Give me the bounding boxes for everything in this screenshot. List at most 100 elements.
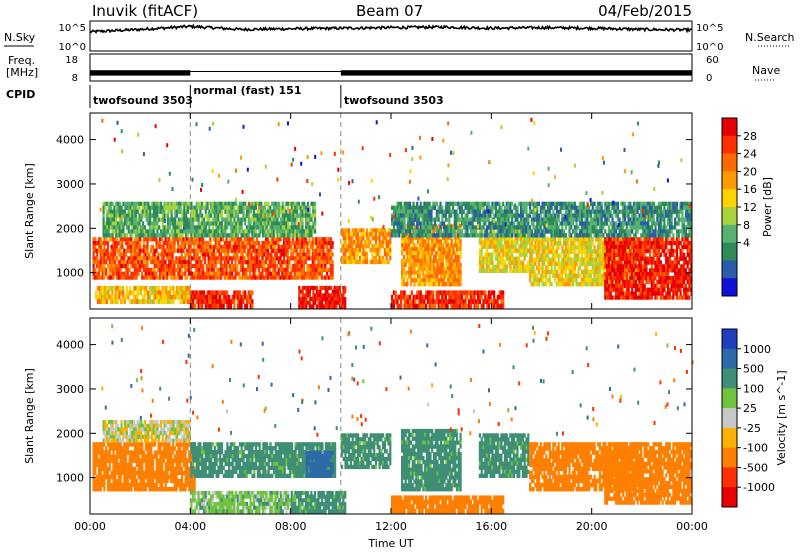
- power-cell-7: [435, 299, 438, 304]
- power-cell-1: [107, 209, 111, 214]
- power-cell-7: [443, 294, 446, 300]
- power-cell-8: [507, 252, 510, 257]
- power-cell-10: [649, 276, 652, 281]
- power-cell-10: [613, 241, 616, 246]
- power-cell-0: [239, 237, 243, 242]
- power-cell-9: [557, 265, 560, 271]
- power-cell-1: [276, 233, 279, 238]
- power-cell-6: [404, 235, 407, 240]
- power-cell-1: [170, 233, 173, 238]
- power-cell-0: [266, 248, 269, 253]
- power-cell-10: [620, 272, 623, 277]
- power-cell-9: [580, 245, 584, 250]
- power-cell-6: [427, 278, 430, 283]
- power-cell-1: [226, 213, 229, 218]
- power-cell-0: [225, 275, 228, 280]
- power-cell-10: [650, 272, 653, 277]
- power-cell-8: [503, 240, 507, 245]
- power-cell-9: [575, 257, 578, 262]
- power-cell-1: [306, 201, 309, 206]
- power-cell-9: [530, 241, 533, 246]
- power-cell-0: [265, 248, 268, 253]
- power-cell-3: [201, 290, 204, 296]
- power-cell-1: [195, 229, 198, 234]
- power-cell-9: [534, 241, 537, 246]
- power-cell-0: [99, 248, 102, 253]
- power-cell-5: [364, 251, 367, 257]
- power-cell-1: [145, 229, 148, 234]
- power-cell-1: [242, 201, 245, 206]
- power-cell-7: [477, 294, 480, 300]
- power-cell-1: [154, 225, 157, 230]
- power-cell-1: [197, 217, 200, 222]
- power-cell-0: [266, 275, 269, 280]
- power-cell-8: [518, 248, 521, 253]
- power-cell-0: [229, 271, 232, 276]
- power-cell-0: [94, 237, 97, 242]
- power-cell-9: [602, 281, 605, 287]
- power-cell-1: [233, 233, 236, 238]
- power-cell-10: [606, 260, 609, 265]
- power-cell-0: [189, 260, 192, 265]
- power-cell-7: [417, 290, 421, 296]
- power-cell-1: [299, 225, 302, 230]
- power-cell-10: [640, 272, 643, 277]
- power-cell-2: [134, 294, 137, 300]
- power-cell-2: [168, 290, 171, 296]
- power-cell-1: [235, 229, 238, 234]
- power-cell-2: [186, 285, 189, 291]
- power-cell-0: [151, 256, 154, 261]
- power-cell-0: [96, 248, 99, 253]
- power-cell-10: [632, 264, 636, 269]
- power-cell-0: [322, 248, 325, 253]
- power-cell-1: [235, 201, 238, 206]
- power-cell-0: [286, 241, 289, 246]
- power-cell-0: [207, 267, 210, 272]
- power-cell-10: [654, 276, 657, 281]
- power-cell-10: [654, 237, 657, 242]
- power-cell-7: [398, 303, 401, 309]
- power-cell-9: [543, 241, 546, 246]
- power-cell-3: [204, 303, 207, 309]
- power-cell-10: [649, 287, 652, 292]
- power-cell-9: [600, 241, 603, 246]
- power-cell-0: [141, 271, 144, 276]
- power-cell-1: [220, 233, 223, 238]
- power-cell-0: [216, 271, 219, 276]
- power-cell-0: [160, 275, 163, 280]
- power-cell-0: [257, 244, 260, 249]
- power-cell-2: [179, 299, 182, 304]
- power-cell-1: [131, 201, 134, 206]
- power-cell-0: [150, 260, 153, 265]
- power-cell-6: [443, 266, 446, 271]
- power-cell-0: [220, 252, 223, 257]
- power-cell-10: [622, 256, 625, 261]
- power-cell-9: [559, 241, 562, 246]
- power-cell-7: [477, 303, 480, 309]
- power-cell-8: [514, 248, 517, 253]
- power-cell-1: [197, 225, 200, 230]
- power-cell-3: [235, 290, 238, 296]
- power-cell-1: [116, 233, 120, 238]
- power-cell-4: [342, 289, 345, 294]
- power-cell-9: [529, 237, 532, 242]
- power-cell-0: [153, 237, 156, 242]
- power-cell-9: [588, 261, 591, 267]
- power-cell-10: [607, 256, 610, 261]
- power-cell-9: [570, 269, 573, 275]
- power-cell-1: [220, 205, 223, 210]
- power-cell-1: [111, 201, 114, 206]
- nave-label: Nave: [752, 64, 780, 77]
- power-cell-0: [203, 248, 207, 253]
- power-cell-2: [98, 299, 101, 304]
- power-cell-0: [263, 244, 266, 249]
- power-cell-1: [102, 233, 105, 238]
- power-cell-1: [294, 221, 297, 226]
- power-cell-9: [600, 249, 603, 254]
- power-cell-0: [261, 244, 264, 249]
- power-cell-0: [112, 237, 115, 242]
- power-cell-1: [168, 209, 171, 214]
- power-cell-0: [220, 267, 223, 272]
- power-cell-10: [618, 272, 621, 277]
- power-cell-1: [181, 217, 184, 222]
